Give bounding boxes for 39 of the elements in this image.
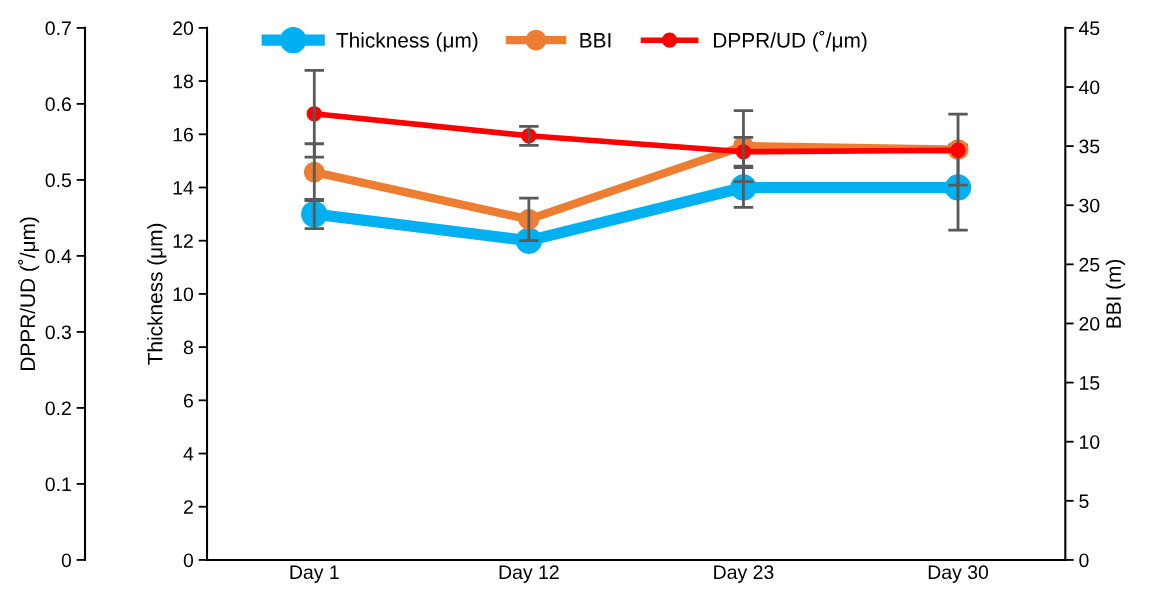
y2-tick-label: 0 — [1079, 553, 1089, 568]
y3-tick-label: 0.2 — [45, 401, 71, 416]
y2-tick-label: 40 — [1078, 80, 1100, 95]
y2-tick-label: 45 — [1078, 21, 1100, 36]
y2-tick-label: 15 — [1079, 376, 1100, 390]
legend-label: Thickness (μm) — [336, 32, 478, 52]
y-tick-label: 8 — [183, 340, 193, 355]
y2-axis-title: BBI (m) — [1105, 259, 1126, 328]
y-tick-label: 4 — [183, 447, 194, 461]
y2-tick-label: 35 — [1079, 139, 1100, 154]
y-tick-label: 20 — [173, 21, 194, 36]
y-tick-label: 16 — [173, 127, 193, 142]
y2-tick-label: 5 — [1079, 494, 1089, 509]
y3-tick-label: 0 — [61, 553, 72, 568]
y2-tick-label: 20 — [1079, 316, 1100, 331]
y-axis-title: Thickness (μm) — [147, 223, 167, 365]
y-tick-label: 10 — [173, 287, 194, 302]
y-tick-label: 12 — [173, 234, 193, 248]
legend-label: BBI — [580, 33, 611, 48]
y3-tick-label: 0.4 — [45, 249, 72, 264]
y2-tick-label: 25 — [1079, 257, 1100, 272]
y-tick-label: 6 — [183, 393, 193, 408]
y3-axis-title: DPPR/UD (˚/μm) — [18, 217, 40, 370]
y-tick-label: 14 — [173, 181, 194, 195]
y3-tick-label: 0.1 — [45, 477, 71, 492]
y3-tick-label: 0.7 — [45, 21, 71, 36]
y2-tick-label: 30 — [1079, 198, 1100, 213]
y3-tick-label: 0.6 — [45, 97, 71, 112]
x-tick-label: Day 12 — [499, 565, 559, 583]
y-tick-label: 2 — [183, 500, 193, 514]
y-tick-label: 0 — [183, 553, 194, 568]
y-tick-label: 18 — [173, 74, 193, 89]
y3-tick-label: 0.5 — [45, 173, 72, 188]
y2-tick-label: 10 — [1079, 435, 1100, 449]
legend-label: DPPR/UD (˚/μm) — [714, 30, 867, 52]
x-tick-label: Day 23 — [714, 565, 774, 583]
y3-tick-label: 0.3 — [45, 325, 71, 340]
x-tick-label: Day 30 — [928, 565, 989, 583]
x-tick-label: Day 1 — [290, 565, 339, 583]
